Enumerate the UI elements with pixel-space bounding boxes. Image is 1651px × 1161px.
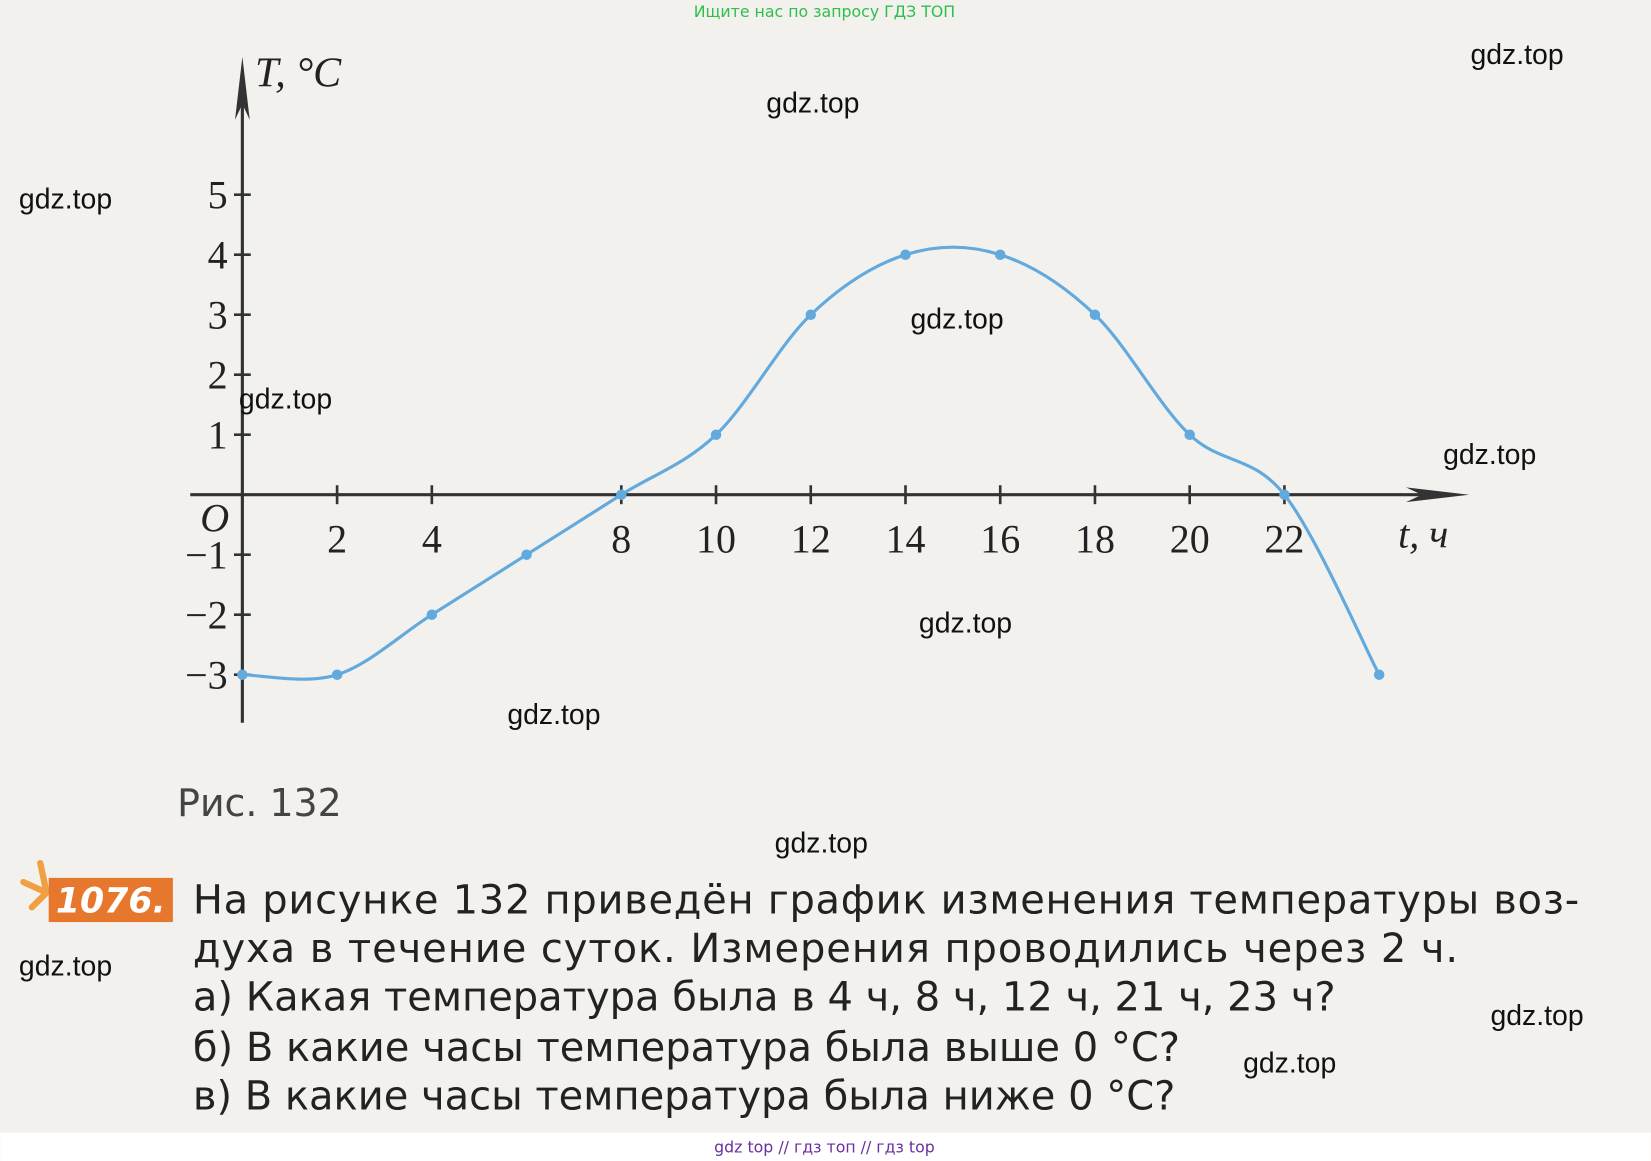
footer-bar	[0, 1132, 1651, 1161]
problem-line: б) В какие часы температура была выше 0 …	[193, 1025, 1180, 1071]
problem-line: духа в течение суток. Измерения проводил…	[193, 926, 1458, 972]
watermark: gdz.top	[775, 828, 868, 860]
y-tick-label: 4	[208, 232, 228, 277]
y-axis-arrow	[235, 56, 250, 120]
data-point	[237, 669, 248, 680]
watermark: gdz.top	[1443, 439, 1536, 471]
x-tick-label: 20	[1170, 517, 1210, 562]
problem-line: в) В какие часы температура была ниже 0 …	[193, 1073, 1175, 1119]
x-tick-label: 18	[1075, 517, 1115, 562]
top-watermark: Ищите нас по запросу ГДЗ ТОП	[694, 2, 955, 21]
watermark: gdz.top	[1243, 1048, 1336, 1080]
data-line	[242, 245, 1381, 681]
data-point	[805, 309, 817, 320]
data-point	[1089, 309, 1101, 320]
problem-number: 1076.	[56, 882, 166, 922]
watermarks: gdz.top gdz.top gdz.top gdz.top gdz.top gdz.t…	[19, 39, 1584, 1079]
x-tick-label: 22	[1264, 517, 1304, 562]
data-point	[1184, 429, 1195, 440]
watermark: gdz.top	[239, 383, 332, 415]
y-tick-label: 5	[208, 172, 228, 217]
data-point	[521, 549, 532, 560]
watermark: gdz.top	[19, 951, 112, 983]
watermark: gdz.top	[766, 88, 859, 120]
watermark: gdz.top	[1490, 1000, 1583, 1032]
problem-line: а) Какая температура была в 4 ч, 8 ч, 12…	[193, 974, 1336, 1020]
data-point	[331, 669, 343, 680]
y-axis-label: T, °C	[255, 49, 342, 96]
problem-text: На рисунке 132 приведён график изменения…	[193, 878, 1579, 1120]
figure-caption: Рис. 132	[177, 781, 342, 825]
x-axis-arrow	[1406, 487, 1470, 503]
x-tick-label: 8	[611, 517, 631, 562]
data-point	[710, 429, 722, 440]
data-point	[994, 249, 1006, 260]
problem-line: На рисунке 132 приведён график изменения…	[193, 878, 1579, 924]
y-tick-label: −1	[185, 532, 228, 577]
watermark: gdz.top	[1470, 39, 1563, 71]
watermark: gdz.top	[507, 699, 600, 731]
data-point	[426, 609, 438, 620]
badge-star	[20, 859, 50, 911]
data-point	[900, 249, 911, 260]
watermark: gdz.top	[910, 303, 1003, 335]
x-tick-label: 4	[422, 517, 442, 562]
y-tick-label: 1	[208, 412, 228, 457]
y-tick-label: −2	[185, 592, 228, 637]
x-tick-label: 12	[791, 517, 831, 562]
x-tick-label: 16	[980, 517, 1020, 562]
origin-label: O	[200, 496, 229, 541]
x-tick-label: 10	[696, 517, 736, 562]
y-tick-label: 2	[208, 352, 228, 397]
y-tick-label: −3	[185, 652, 228, 697]
watermark: gdz.top	[19, 183, 112, 215]
x-tick-label: 2	[327, 517, 347, 562]
footer-text: gdz top // гдз топ // гдз top	[714, 1138, 935, 1157]
problem-badge: 1076.	[20, 859, 173, 923]
y-tick-label: 3	[208, 292, 228, 337]
watermark: gdz.top	[919, 608, 1012, 640]
data-point	[616, 489, 627, 500]
x-tick-label: 14	[886, 517, 926, 562]
x-axis-label: t, ч	[1398, 511, 1448, 556]
data-point	[1279, 489, 1290, 500]
badge-box	[48, 877, 173, 923]
data-point	[1373, 669, 1385, 680]
